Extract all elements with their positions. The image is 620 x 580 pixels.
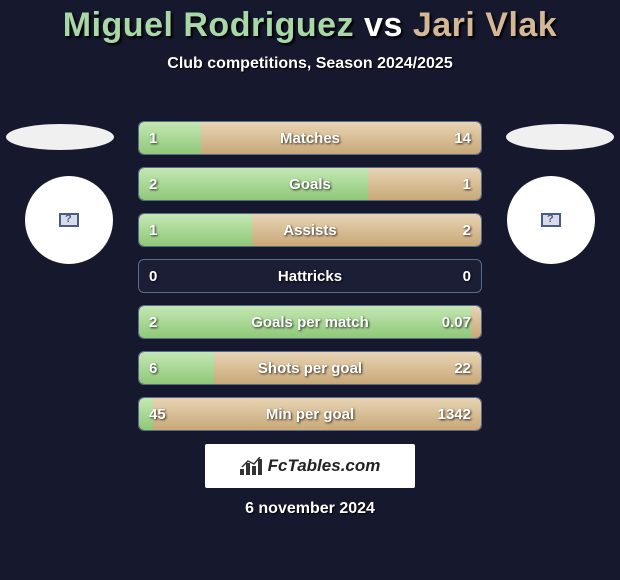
stat-row: Hattricks0 0 — [138, 259, 482, 293]
date-text: 6 november 2024 — [0, 500, 620, 518]
player1-flag — [25, 176, 113, 264]
stat-value-player1: 0 — [149, 260, 157, 292]
stat-value-player1: 2 — [149, 168, 157, 200]
stat-label: Goals per match — [139, 306, 481, 338]
stat-label: Hattricks — [139, 260, 481, 292]
comparison-title: Miguel Rodriguez vs Jari Vlak — [0, 0, 620, 45]
stat-label: Goals — [139, 168, 481, 200]
bars-icon — [240, 457, 262, 475]
stat-value-player1: 6 — [149, 352, 157, 384]
stat-label: Shots per goal — [139, 352, 481, 384]
stat-row: Shots per goal6 22 — [138, 351, 482, 385]
stat-value-player1: 45 — [149, 398, 166, 430]
stat-value-player1: 2 — [149, 306, 157, 338]
vs-text: vs — [364, 6, 403, 44]
stats-bars: Matches114Goals21Assists12Hattricks00Goa… — [138, 121, 482, 443]
stat-row: Matches1 14 — [138, 121, 482, 155]
stat-value-player2: 1342 — [438, 398, 471, 430]
stat-label: Matches — [139, 122, 481, 154]
stat-value-player2: 0 — [463, 260, 471, 292]
stat-value-player1: 1 — [149, 122, 157, 154]
unknown-flag-icon — [59, 213, 79, 227]
stat-label: Assists — [139, 214, 481, 246]
brand-text: FcTables.com — [268, 456, 381, 476]
stat-value-player2: 0.07 — [442, 306, 471, 338]
player1-name: Miguel Rodriguez — [63, 6, 354, 44]
player2-flag — [507, 176, 595, 264]
stat-row: Assists1 2 — [138, 213, 482, 247]
stat-value-player1: 1 — [149, 214, 157, 246]
player1-avatar — [6, 124, 114, 150]
stat-value-player2: 1 — [463, 168, 471, 200]
stat-value-player2: 2 — [463, 214, 471, 246]
player2-name: Jari Vlak — [413, 6, 557, 44]
stat-row: Goals per match2 0.07 — [138, 305, 482, 339]
brand-logo: FcTables.com — [205, 444, 415, 488]
player2-avatar — [506, 124, 614, 150]
stat-row: Goals2 1 — [138, 167, 482, 201]
stat-value-player2: 14 — [454, 122, 471, 154]
stat-label: Min per goal — [139, 398, 481, 430]
unknown-flag-icon — [541, 213, 561, 227]
subtitle: Club competitions, Season 2024/2025 — [0, 55, 620, 73]
stat-row: Min per goal45 1342 — [138, 397, 482, 431]
stat-value-player2: 22 — [454, 352, 471, 384]
